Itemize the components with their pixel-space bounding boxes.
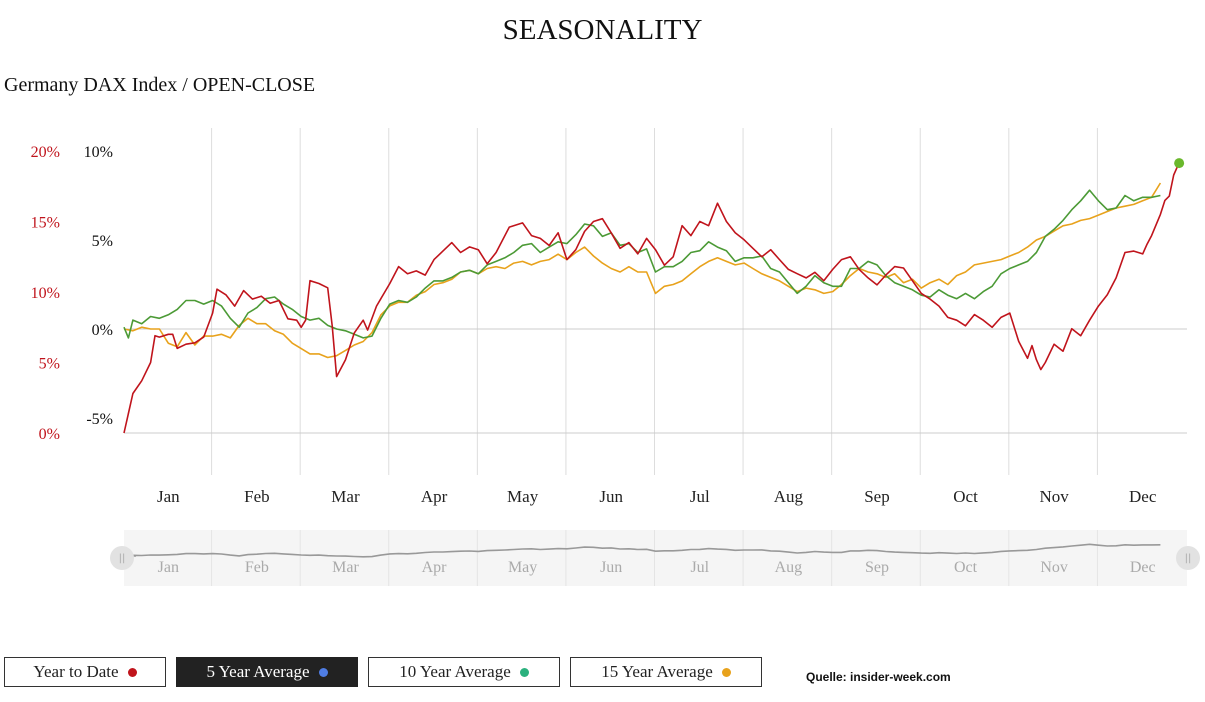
y-right-tick-label: 10% [84,144,113,161]
y-left-tick-label: 15% [31,215,60,232]
x-tick-label: Jan [157,487,180,506]
legend-color-dot [721,667,731,677]
legend-label: 10 Year Average [399,662,511,681]
legend-label: Year to Date [33,662,119,681]
navigator-x-label: Dec [1130,559,1156,576]
navigator-left-handle[interactable]: || [110,546,134,570]
legend-color-dot [318,667,328,677]
x-tick-label: May [507,487,539,506]
chart-subtitle: Germany DAX Index / OPEN-CLOSE [4,74,316,96]
series-line-15-year-average [123,182,1162,359]
seasonality-chart: 0% 5% 10% 15% 20% -5% 0% 5% 10% Jan Feb Mar Apr May Ju… [31,128,1187,586]
y-left-tick-label: 20% [31,144,60,161]
navigator-x-label: Apr [422,559,448,576]
y-left-tick-label: 0% [39,426,60,443]
x-tick-label: Mar [331,487,360,506]
y-right-tick-label: 5% [92,233,113,250]
current-value-marker [1174,158,1185,169]
navigator-series-line [123,543,1161,558]
navigator-x-label: Oct [954,559,978,576]
page-title: SEASONALITY [502,14,703,46]
legend-button-15-year-average[interactable]: 15 Year Average [570,657,762,687]
legend-label: 15 Year Average [601,662,713,681]
legend-color-dot [519,667,529,677]
legend-button-year-to-date[interactable]: Year to Date [4,657,166,687]
navigator-x-label: Jun [600,559,622,576]
x-tick-label: Aug [774,487,804,506]
source-label: Quelle: insider-week.com [806,670,951,684]
series-line-year-to-date [123,164,1179,434]
x-tick-label: Dec [1129,487,1157,506]
navigator-background [124,530,1187,586]
y-left-tick-label: 5% [39,356,60,373]
x-tick-label: Apr [421,487,448,506]
navigator-x-label: May [508,559,537,576]
legend-label: 5 Year Average [206,662,310,681]
navigator-x-label: Nov [1040,559,1068,576]
x-tick-label: Sep [864,487,890,506]
navigator-x-label: Mar [332,559,359,576]
x-tick-label: Nov [1039,487,1069,506]
navigator-x-label: Jan [158,559,179,576]
y-right-tick-label: -5% [86,411,113,428]
y-right-tick-label: 0% [92,322,113,339]
x-tick-label: Jun [599,487,623,506]
x-tick-label: Feb [244,487,270,506]
navigator-right-handle[interactable]: || [1176,546,1200,570]
navigator-x-label: Jul [690,559,709,576]
navigator-x-label: Sep [865,559,889,576]
y-left-tick-label: 10% [31,285,60,302]
legend-button-5-year-average[interactable]: 5 Year Average [176,657,358,687]
navigator-x-label: Aug [775,559,803,576]
x-tick-label: Oct [953,487,978,506]
navigator-x-label: Feb [245,559,269,576]
legend-color-dot [127,667,137,677]
x-tick-label: Jul [690,487,710,506]
legend-button-10-year-average[interactable]: 10 Year Average [368,657,560,687]
